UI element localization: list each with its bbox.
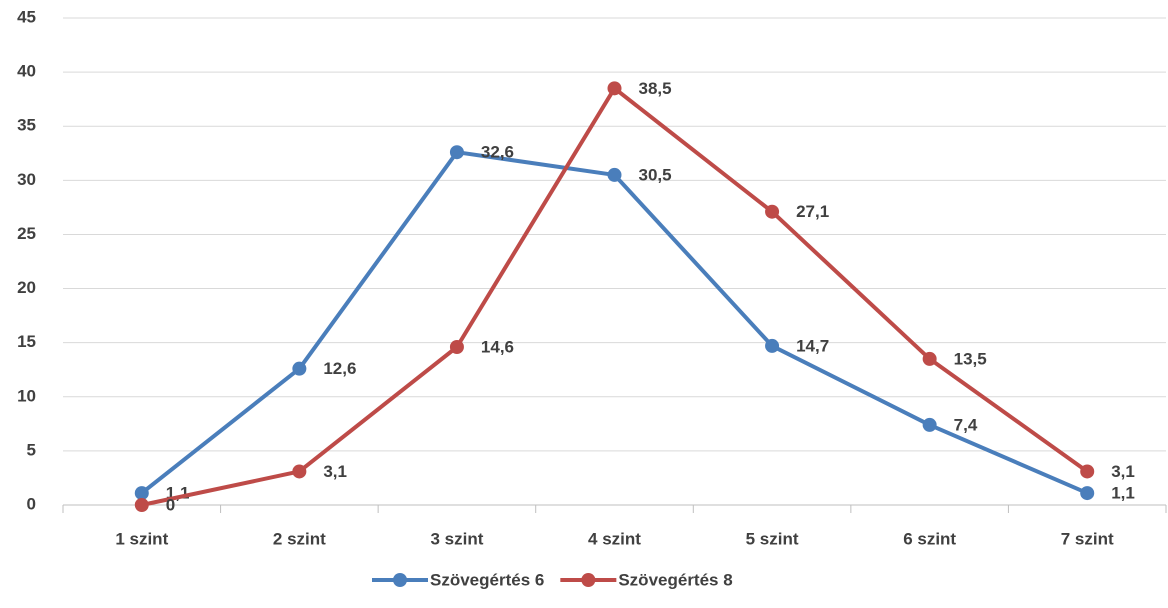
point bbox=[922, 417, 937, 432]
point bbox=[292, 361, 307, 376]
data-label: 7,4 bbox=[954, 415, 978, 434]
data-label: 1,1 bbox=[1111, 484, 1135, 503]
data-label: 32,6 bbox=[481, 143, 514, 162]
y-tick-label: 40 bbox=[17, 62, 36, 81]
data-label: 3,1 bbox=[1111, 462, 1135, 481]
point bbox=[922, 351, 937, 366]
data-label: 14,7 bbox=[796, 336, 829, 355]
y-tick-label: 0 bbox=[27, 494, 36, 513]
x-tick-label: 6 szint bbox=[903, 529, 956, 548]
x-tick-label: 7 szint bbox=[1061, 529, 1114, 548]
data-label: 27,1 bbox=[796, 202, 829, 221]
legend-marker bbox=[581, 573, 596, 587]
y-tick-label: 45 bbox=[17, 7, 36, 26]
point bbox=[292, 464, 307, 479]
point bbox=[1080, 464, 1095, 479]
point bbox=[449, 145, 464, 160]
series-line bbox=[140, 150, 1089, 495]
x-tick-label: 1 szint bbox=[115, 529, 168, 548]
point bbox=[607, 167, 622, 182]
point bbox=[449, 339, 464, 354]
data-label: 3,1 bbox=[323, 462, 347, 481]
point bbox=[607, 81, 622, 96]
legend-marker bbox=[393, 573, 407, 587]
y-tick-label: 35 bbox=[17, 116, 36, 135]
y-tick-label: 15 bbox=[17, 332, 36, 351]
legend-label: Szövegértés 8 bbox=[618, 570, 732, 589]
data-label: 0 bbox=[166, 495, 175, 514]
y-tick-label: 25 bbox=[17, 224, 36, 243]
data-label: 13,5 bbox=[954, 349, 987, 368]
x-tick-label: 3 szint bbox=[430, 529, 483, 548]
y-tick-label: 10 bbox=[17, 386, 36, 405]
point bbox=[134, 498, 149, 512]
legend-label: Szövegértés 6 bbox=[430, 570, 544, 589]
point bbox=[765, 338, 780, 353]
point bbox=[765, 204, 780, 219]
data-label: 38,5 bbox=[639, 79, 672, 98]
point bbox=[1080, 486, 1095, 501]
x-tick-label: 4 szint bbox=[588, 529, 641, 548]
x-tick-label: 5 szint bbox=[746, 529, 799, 548]
data-label: 14,6 bbox=[481, 337, 514, 356]
x-tick-label: 2 szint bbox=[273, 529, 326, 548]
series-line bbox=[141, 86, 1089, 507]
point bbox=[134, 486, 149, 501]
data-label: 30,5 bbox=[639, 165, 672, 184]
y-tick-label: 20 bbox=[17, 278, 36, 297]
data-label: 12,6 bbox=[323, 359, 356, 378]
y-tick-label: 5 bbox=[27, 440, 36, 459]
y-tick-label: 30 bbox=[17, 170, 36, 189]
